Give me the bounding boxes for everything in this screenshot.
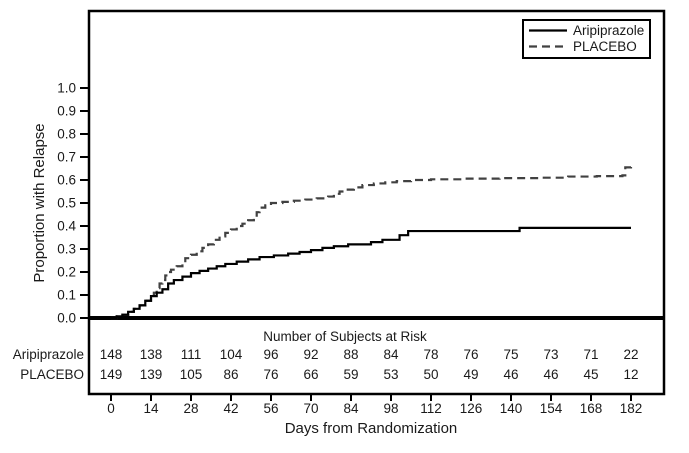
curve-placebo	[111, 166, 633, 320]
risk-value: 105	[180, 367, 203, 382]
risk-value: 104	[220, 347, 243, 362]
legend-label-placebo: PLACEBO	[573, 39, 637, 54]
x-tick-label: 140	[500, 401, 523, 416]
risk-value: 49	[463, 367, 478, 382]
risk-value: 71	[583, 347, 598, 362]
risk-value: 138	[140, 347, 163, 362]
risk-value: 148	[100, 347, 123, 362]
risk-value: 78	[423, 347, 438, 362]
legend: Aripiprazole PLACEBO	[522, 19, 651, 59]
x-tick-label: 0	[107, 401, 115, 416]
risk-value: 111	[181, 347, 202, 362]
legend-box	[522, 19, 651, 59]
risk-row-label-aripiprazole: Aripiprazole	[13, 347, 84, 362]
y-tick-label: 0.8	[57, 127, 76, 142]
x-axis-title: Days from Randomization	[285, 420, 458, 437]
x-tick-label: 70	[303, 401, 318, 416]
y-axis-title: Proportion with Relapse	[31, 123, 48, 282]
risk-value: 66	[303, 367, 318, 382]
legend-label-aripiprazole: Aripiprazole	[573, 23, 644, 38]
risk-value: 149	[100, 367, 123, 382]
x-tick-label: 28	[183, 401, 198, 416]
x-axis-ticks: 0 14 28 42 56 70 84 98 112 126 140 154 168 182	[107, 394, 642, 416]
risk-table: Number of Subjects at Risk Aripiprazole …	[13, 329, 639, 382]
risk-value: 84	[383, 347, 399, 362]
risk-value: 22	[623, 347, 638, 362]
x-tick-label: 182	[620, 401, 643, 416]
x-tick-label: 168	[580, 401, 603, 416]
x-tick-label: 56	[263, 401, 278, 416]
y-tick-label: 0.3	[57, 242, 76, 257]
y-tick-label: 0.9	[57, 104, 76, 119]
risk-row-label-placebo: PLACEBO	[20, 367, 84, 382]
x-tick-label: 42	[223, 401, 238, 416]
y-tick-label: 0.4	[57, 219, 76, 234]
risk-value: 88	[343, 347, 358, 362]
risk-value: 46	[543, 367, 558, 382]
risk-value: 86	[223, 367, 238, 382]
y-tick-label: 0.0	[57, 311, 76, 326]
x-tick-label: 14	[143, 401, 159, 416]
y-tick-label: 0.5	[57, 196, 76, 211]
y-tick-label: 1.0	[57, 81, 76, 96]
y-tick-label: 0.1	[57, 288, 76, 303]
x-tick-label: 126	[460, 401, 483, 416]
x-tick-label: 84	[343, 401, 359, 416]
x-tick-label: 98	[383, 401, 398, 416]
risk-value: 92	[303, 347, 318, 362]
y-axis-ticks: 0.0 0.1 0.2 0.3 0.4 0.5 0.6 0.7 0.8 0.9 1.0	[57, 81, 89, 326]
risk-value: 50	[423, 367, 438, 382]
risk-value: 96	[263, 347, 278, 362]
x-tick-label: 154	[540, 401, 563, 416]
risk-value: 45	[583, 367, 598, 382]
risk-value: 73	[543, 347, 558, 362]
risk-value: 75	[503, 347, 518, 362]
survival-curves	[111, 166, 633, 320]
risk-value: 53	[383, 367, 398, 382]
risk-value: 76	[463, 347, 478, 362]
risk-value: 46	[503, 367, 518, 382]
risk-value: 139	[140, 367, 163, 382]
risk-value: 59	[343, 367, 358, 382]
x-tick-label: 112	[420, 401, 442, 416]
y-tick-label: 0.2	[57, 265, 76, 280]
risk-value: 76	[263, 367, 278, 382]
risk-value: 12	[623, 367, 638, 382]
risk-table-values: 148 138 111 104 96 92 88 84 78 76 75 73 71 22 149 139 10…	[100, 347, 639, 382]
y-tick-label: 0.6	[57, 173, 76, 188]
y-tick-label: 0.7	[57, 150, 76, 165]
curve-aripiprazole	[111, 226, 631, 320]
risk-table-title: Number of Subjects at Risk	[263, 329, 427, 344]
